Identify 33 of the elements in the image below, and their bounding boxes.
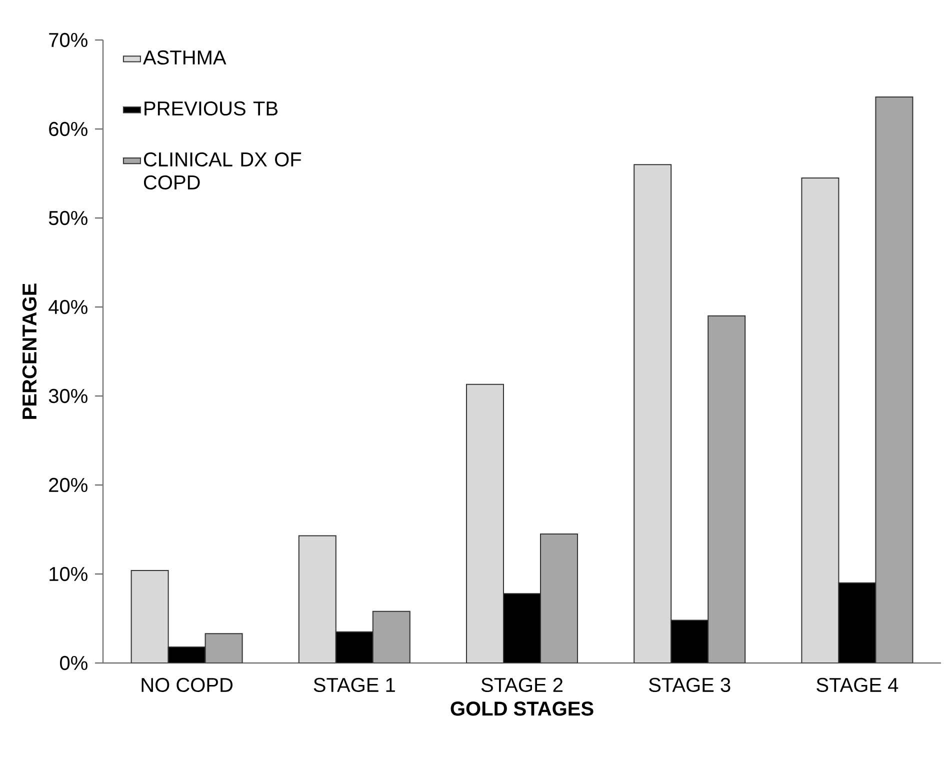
bar — [634, 164, 672, 663]
bar — [298, 535, 336, 663]
bar — [801, 177, 840, 663]
y-tick-label: 40% — [48, 300, 88, 314]
bar — [670, 620, 709, 663]
y-axis-title: PERCENTAGE — [22, 284, 37, 419]
bar — [466, 384, 504, 663]
y-tick-label: 50% — [48, 210, 88, 226]
bar — [130, 570, 169, 663]
legend-label: PREVIOUS TB — [144, 101, 278, 116]
bar — [875, 96, 914, 663]
x-tick-label: STAGE 2 — [481, 678, 562, 692]
bar — [540, 533, 578, 663]
x-tick-label: STAGE 3 — [649, 678, 730, 692]
bar — [708, 315, 746, 663]
bar — [838, 582, 876, 663]
x-tick-label: NO COPD — [142, 678, 232, 692]
y-tick-label: 0% — [60, 656, 88, 670]
x-tick-label: STAGE 4 — [816, 678, 898, 692]
bar — [204, 633, 243, 663]
y-tick-label: 30% — [48, 388, 88, 404]
x-axis-title: GOLD STAGES — [450, 702, 594, 716]
legend-label: CLINICAL DX OF COPD — [144, 152, 302, 190]
bar — [503, 593, 542, 663]
x-tick-label: STAGE 1 — [314, 678, 395, 692]
y-tick-label: 60% — [49, 122, 88, 136]
y-tick-label: 70% — [49, 32, 88, 48]
bar — [168, 646, 206, 663]
y-tick-label: 10% — [50, 566, 88, 582]
bar — [372, 610, 410, 663]
y-tick-label: 20% — [49, 478, 88, 492]
legend-label: ASTHMA — [143, 50, 226, 65]
bar — [335, 631, 374, 663]
